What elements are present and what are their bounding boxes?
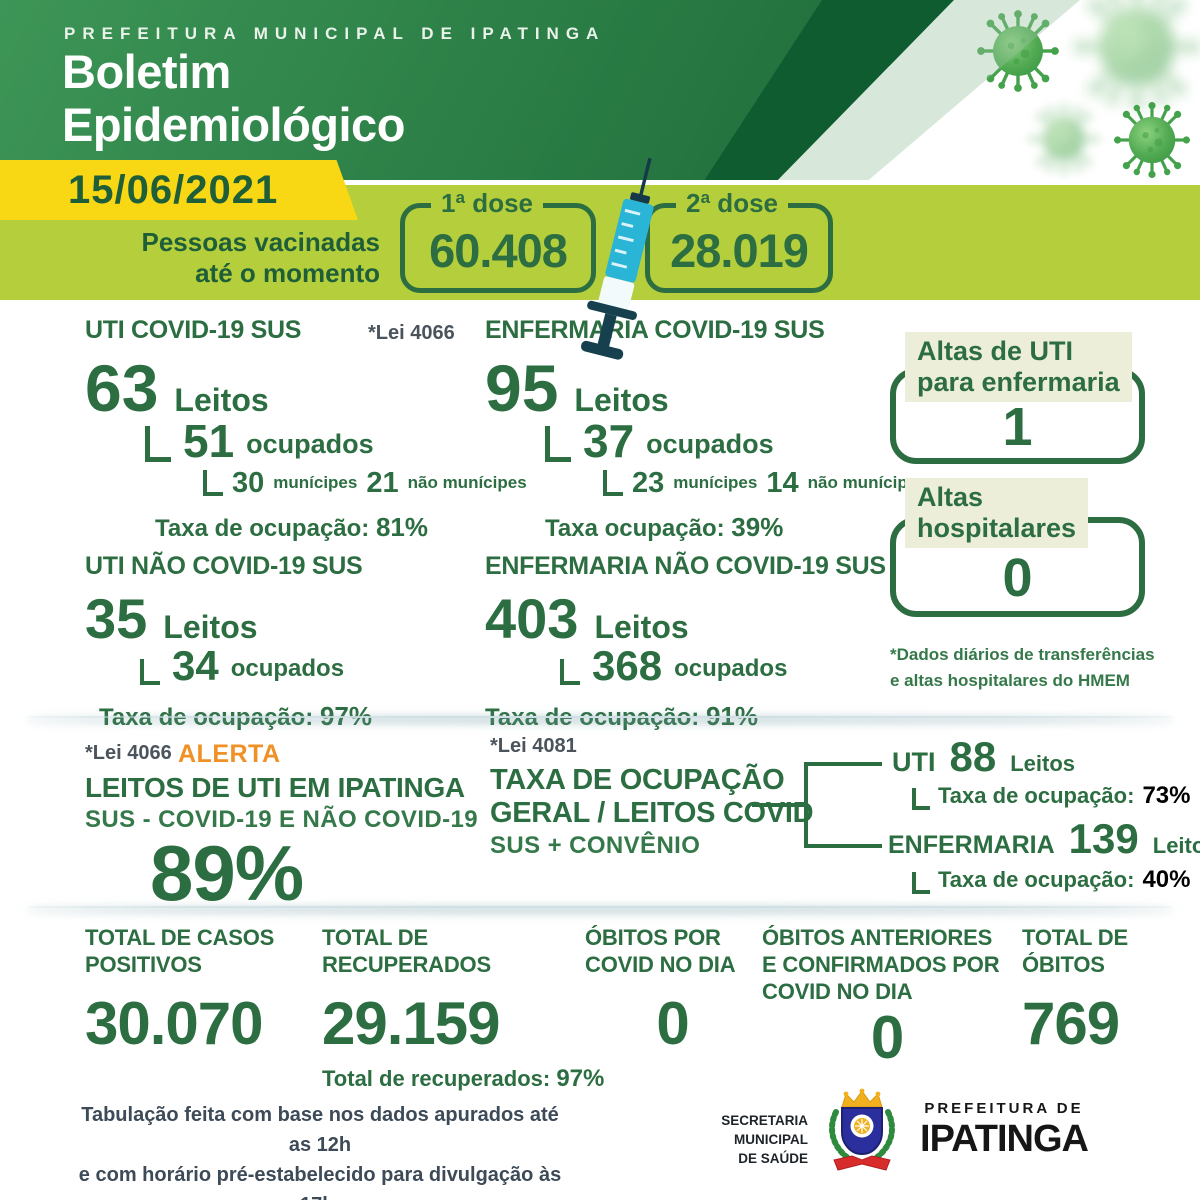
uti-nao-covid-beds: 35 Leitos bbox=[85, 587, 258, 650]
total-recuperados-value: 29.159 bbox=[322, 990, 501, 1057]
uti-covid-occupied: 51 ocupados bbox=[145, 418, 527, 464]
alerta-value: 89% bbox=[150, 829, 304, 917]
card-shadow-divider bbox=[28, 716, 1172, 718]
enfermaria-covid-rate: Taxa ocupação: 39% bbox=[545, 512, 784, 543]
geral-uti-rate: Taxa de ocupação: 73% bbox=[912, 782, 1190, 810]
altas-hospitalares-label: Altas hospitalares bbox=[905, 478, 1089, 548]
obitos-dia-value: 0 bbox=[656, 990, 689, 1057]
title-line1: Boletim bbox=[62, 45, 231, 98]
uti-covid-rate: Taxa de ocupação: 81% bbox=[155, 512, 429, 543]
geral-enfermaria-rate: Taxa de ocupação: 40% bbox=[912, 866, 1190, 894]
dose1-box: 1ª dose 60.408 bbox=[400, 188, 596, 293]
altas-uti-value: 1 bbox=[1002, 397, 1033, 457]
dose1-label: 1ª dose bbox=[431, 188, 543, 219]
syringe-icon bbox=[581, 157, 654, 360]
enfermaria-nao-covid-beds: 403 Leitos bbox=[485, 587, 689, 650]
secretaria-label: SECRETARIA MUNICIPAL DE SAÚDE bbox=[721, 1113, 808, 1166]
uti-nao-covid-occupied: 34 ocupados bbox=[140, 645, 372, 686]
dose2-box: 2ª dose 28.019 bbox=[645, 188, 833, 293]
enfermaria-nao-covid-title: ENFERMARIA NÃO COVID-19 SUS bbox=[485, 552, 886, 580]
title-line2: Epidemiológico bbox=[62, 97, 405, 151]
geral-title: TAXA DE OCUPAÇÃO GERAL / LEITOS COVID bbox=[490, 764, 814, 830]
total-obitos: TOTAL DE ÓBITOS 769 bbox=[1022, 925, 1172, 1085]
page-title: Boletim Epidemiológico bbox=[62, 45, 405, 151]
fork-line bbox=[752, 803, 806, 807]
dose2-value: 28.019 bbox=[670, 223, 809, 277]
header-eyebrow: PREFEITURA MUNICIPAL DE IPATINGA bbox=[64, 24, 606, 43]
altas-hospitalares-value: 0 bbox=[1002, 548, 1033, 608]
altas-note: *Dados diários de transferências e altas… bbox=[890, 645, 1155, 690]
dose1-value: 60.408 bbox=[429, 223, 568, 277]
uti-nao-covid-section: UTI NÃO COVID-19 SUS 35 Leitos 34 ocupad… bbox=[85, 552, 372, 732]
header: PREFEITURA MUNICIPAL DE IPATINGA Boletim… bbox=[0, 0, 1200, 184]
enfermaria-covid-title: ENFERMARIA COVID-19 SUS bbox=[485, 316, 825, 344]
uti-nao-covid-title: UTI NÃO COVID-19 SUS bbox=[85, 552, 363, 580]
enfermaria-nao-covid-occupied: 368 ocupados bbox=[560, 645, 886, 686]
elbow-connector bbox=[560, 658, 580, 685]
enfermaria-covid-occupied: 37 ocupados bbox=[545, 418, 927, 464]
elbow-connector bbox=[912, 872, 930, 894]
bulletin-date: 15/06/2021 bbox=[68, 167, 279, 212]
alerta-badge: ALERTA bbox=[178, 740, 281, 768]
total-casos-positivos: TOTAL DE CASOS POSITIVOS 30.070 bbox=[85, 925, 320, 1085]
enfermaria-covid-beds: 95 Leitos bbox=[485, 351, 669, 425]
elbow-connector bbox=[140, 658, 160, 685]
elbow-connector bbox=[545, 426, 571, 463]
dose2-label: 2ª dose bbox=[676, 188, 788, 219]
alerta-title: LEITOS DE UTI EM IPATINGA bbox=[85, 772, 465, 803]
fork-line bbox=[804, 762, 808, 848]
elbow-connector bbox=[145, 426, 171, 463]
elbow-connector bbox=[603, 470, 623, 497]
total-obitos-value: 769 bbox=[1022, 990, 1120, 1057]
uti-covid-municipes: 30 munícipes 21 não munícipes bbox=[203, 469, 527, 498]
recuperados-pct: Total de recuperados: 97% bbox=[322, 1065, 605, 1092]
uti-covid-beds: 63 Leitos bbox=[85, 351, 269, 425]
alerta-subtitle: SUS - COVID-19 E NÃO COVID-19 bbox=[85, 806, 479, 833]
virus-icon-blurred bbox=[1028, 103, 1100, 175]
footer-disclaimer: Tabulação feita com base nos dados apura… bbox=[78, 1104, 562, 1200]
geral-subtitle: SUS + CONVÊNIO bbox=[490, 832, 701, 859]
total-recuperados: TOTAL DE RECUPERADOS 29.159 Total de rec… bbox=[322, 925, 605, 1092]
geral-law-label: *Lei 4081 bbox=[490, 735, 577, 757]
vaccination-band: Pessoas vacinadas até o momento 1ª dose … bbox=[0, 157, 1200, 360]
virus-icon bbox=[1112, 100, 1192, 180]
obitos-anteriores: ÓBITOS ANTERIORES E CONFIRMADOS POR COVI… bbox=[762, 925, 1012, 1085]
fork-line bbox=[804, 762, 882, 766]
altas-uti-label: Altas de UTI para enfermaria bbox=[905, 332, 1132, 402]
ipatinga-coat-of-arms bbox=[829, 1088, 895, 1171]
total-casos-value: 30.070 bbox=[85, 990, 264, 1057]
date-badge: 15/06/2021 bbox=[0, 160, 358, 220]
elbow-connector bbox=[203, 470, 223, 497]
geral-uti-entry: UTI 88 Leitos bbox=[892, 733, 1076, 780]
geral-enfermaria-entry: ENFERMARIA 139 Leitos bbox=[888, 815, 1200, 862]
vaccinated-label: Pessoas vacinadas até o momento bbox=[141, 227, 381, 288]
enfermaria-nao-covid-section: ENFERMARIA NÃO COVID-19 SUS 403 Leitos 3… bbox=[485, 552, 886, 732]
card-shadow-divider bbox=[28, 906, 1172, 908]
fork-line bbox=[804, 844, 882, 848]
alerta-law-label: *Lei 4066 bbox=[85, 742, 172, 764]
uti-covid-title: UTI COVID-19 SUS bbox=[85, 316, 302, 344]
uti-covid-section: UTI COVID-19 SUS 63 Leitos 51 ocupados 3… bbox=[85, 316, 527, 543]
enfermaria-covid-municipes: 23 munícipes 14 não munícipes bbox=[603, 469, 927, 498]
enfermaria-covid-section: ENFERMARIA COVID-19 SUS 95 Leitos 37 ocu… bbox=[485, 316, 927, 543]
obitos-dia: ÓBITOS POR COVID NO DIA 0 bbox=[585, 925, 760, 1085]
law-4066-label: *Lei 4066 bbox=[368, 322, 455, 344]
obitos-anteriores-value: 0 bbox=[870, 1004, 904, 1071]
virus-icon-blurred bbox=[1072, 0, 1200, 112]
elbow-connector bbox=[912, 788, 930, 810]
prefeitura-logo: PREFEITURA DE IPATINGA bbox=[920, 1100, 1089, 1160]
